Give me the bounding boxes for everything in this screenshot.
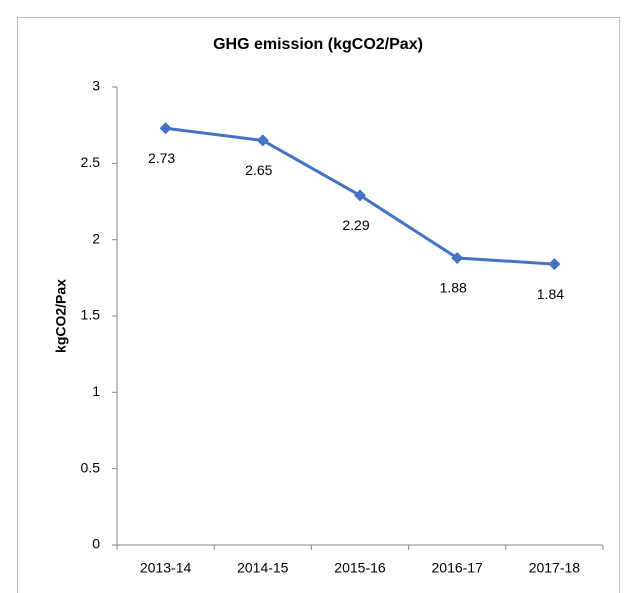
- point: [256, 134, 269, 147]
- data-label: 2.73: [148, 150, 175, 166]
- point: [548, 258, 561, 271]
- y-tick-label: 0.5: [81, 459, 101, 475]
- data-label: 2.29: [342, 217, 369, 233]
- y-tick-label: 2.5: [81, 154, 101, 170]
- x-tick-label: 2016-17: [432, 560, 484, 576]
- data-label: 2.65: [245, 162, 272, 178]
- y-tick-label: 3: [92, 78, 100, 94]
- x-tick-label: 2014-15: [237, 560, 289, 576]
- data-label: 1.84: [537, 286, 564, 302]
- y-tick-label: 0: [92, 536, 100, 552]
- y-tick-label: 1: [92, 383, 100, 399]
- y-tick-label: 1.5: [81, 307, 101, 323]
- x-tick-label: 2017-18: [529, 560, 581, 576]
- x-tick-label: 2015-16: [334, 560, 386, 576]
- chart-title: GHG emission (kgCO2/Pax): [213, 36, 423, 53]
- data-label: 1.88: [440, 280, 467, 296]
- x-tick-label: 2013-14: [140, 560, 192, 576]
- point: [451, 251, 464, 264]
- point: [159, 122, 172, 135]
- y-axis-label: kgCO2/Pax: [53, 279, 69, 353]
- y-tick-label: 2: [92, 230, 100, 246]
- chart-frame: [17, 17, 620, 593]
- point: [354, 189, 366, 202]
